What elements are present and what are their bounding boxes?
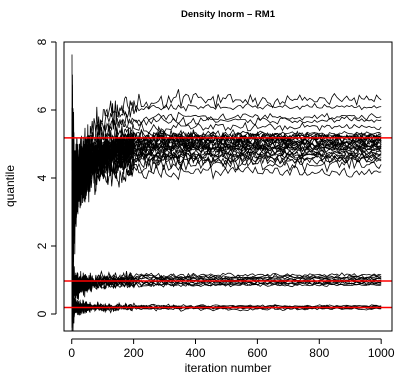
x-axis: 0 200 400 600 800 1000 [68,338,395,360]
y-tick-label: 2 [35,242,49,249]
y-tick-label: 6 [35,106,49,113]
trajectory-line [71,248,382,300]
x-tick-label: 600 [247,346,267,360]
trajectory-line [71,266,382,301]
x-tick-label: 1000 [368,346,395,360]
x-tick-label: 800 [309,346,329,360]
chart-title: Density lnorm – RM1 [181,9,276,20]
y-tick-label: 4 [35,174,49,181]
x-tick-label: 200 [124,346,144,360]
x-axis-label: iteration number [185,361,272,375]
trajectory-line [71,102,382,225]
y-axis-label: quantile [3,165,17,207]
x-tick-label: 400 [185,346,205,360]
y-tick-label: 8 [35,38,49,45]
trajectory-line [71,89,382,278]
trajectory-line [71,294,382,320]
reference-lines [64,137,392,309]
trajectory-line [71,272,382,295]
y-tick-label: 0 [35,310,49,317]
y-axis: 0 2 4 6 8 [35,38,57,317]
x-tick-label: 0 [68,346,75,360]
trajectory-lines [71,54,382,331]
trajectory-line [71,74,382,275]
trajectory-line [71,237,382,315]
plot-frame [63,41,393,332]
